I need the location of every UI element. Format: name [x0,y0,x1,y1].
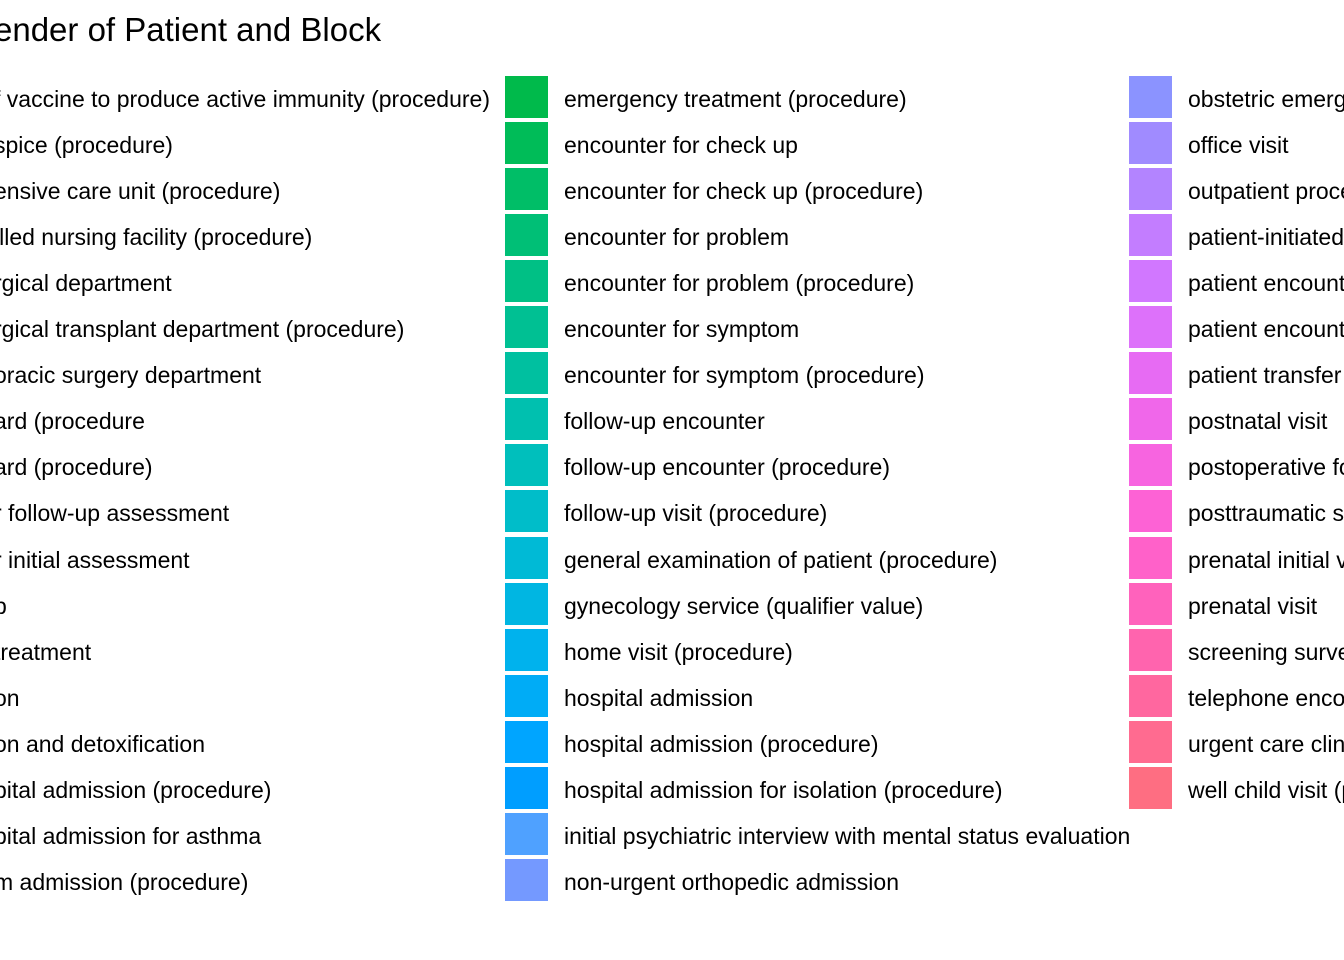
legend-swatch [1129,76,1172,118]
legend-label: outpatient proce [1188,178,1344,205]
legend-label: spice (procedure) [0,132,173,159]
legend-label: ard (procedure [0,408,145,435]
legend-label: encounter for problem [564,224,790,251]
legend-swatch [1129,628,1172,671]
legend-label: encounter for symptom (procedure) [564,362,925,389]
legend-label: hospital admission for isolation (proced… [564,776,1003,803]
legend-label: follow-up visit (procedure) [564,500,828,527]
legend-label: m admission (procedure) [0,868,249,895]
legend-label: oracic surgery department [0,362,262,389]
legend-label: initial psychiatric interview with menta… [564,822,1131,849]
legend-swatch [505,858,548,901]
legend-label: p [0,592,7,619]
legend-swatch [505,720,548,763]
chart-title: ender of Patient and Block [0,11,382,48]
legend-swatch [505,122,548,165]
legend-label: well child visit (p [1188,776,1344,803]
legend-swatch [505,536,548,579]
legend-swatch [1129,674,1172,717]
legend-label: prenatal visit [1188,592,1318,619]
legend-label: prenatal initial vi [1188,546,1344,573]
legend-swatch [1129,444,1172,487]
legend-swatch [1129,398,1172,441]
legend-label: telephone enco [1188,684,1344,711]
legend-label: patient transfer [1188,362,1342,389]
legend-label: on [0,684,20,711]
legend-swatch [1129,214,1172,257]
legend-label: home visit (procedure) [564,638,793,665]
legend-swatch [1129,122,1172,165]
legend-swatch [505,582,548,625]
legend-swatch [505,812,548,855]
legend-swatch [505,490,548,533]
legend-label: ard (procedure) [0,454,153,481]
legend-label: encounter for symptom [564,316,800,343]
legend-swatch [1129,582,1172,625]
legend-label: postoperative fo [1188,454,1344,481]
legend-swatch [1129,490,1172,533]
legend-label: emergency treatment (procedure) [564,86,907,112]
legend-label: r initial assessment [0,546,190,573]
legend-swatch [505,76,548,118]
legend-label: f vaccine to produce active immunity (pr… [0,86,490,112]
legend-label: illed nursing facility (procedure) [0,224,313,251]
legend-label: hospital admission [564,684,754,711]
legend-swatch [505,214,548,257]
legend-label: on and detoxification [0,730,205,757]
legend-label: posttraumatic st [1188,500,1344,527]
legend-label: r follow-up assessment [0,500,230,527]
legend-swatch [1129,306,1172,349]
legend-label: non-urgent orthopedic admission [564,868,899,895]
legend-label: rgical department [0,270,172,297]
legend-label: pital admission (procedure) [0,776,272,803]
legend-swatch [1129,352,1172,395]
legend-swatch [505,168,548,211]
legend-label: encounter for check up (procedure) [564,178,924,205]
legend-label: encounter for check up [564,132,798,159]
legend-label: general examination of patient (procedur… [564,546,998,573]
legend-label: treatment [0,638,92,665]
legend-swatch [505,674,548,717]
legend-swatch [505,306,548,349]
legend-label: office visit [1188,132,1289,159]
legend-label: postnatal visit [1188,408,1328,435]
legend-swatch [1129,720,1172,763]
legend-swatch [1129,536,1172,579]
legend-label: screening surve [1188,638,1344,665]
legend-label: patient encounte [1188,270,1344,297]
legend-label: urgent care clini [1188,730,1344,757]
legend-label: follow-up encounter (procedure) [564,454,891,481]
legend-swatch [505,628,548,671]
legend-swatch [505,260,548,303]
legend-swatch [1129,766,1172,809]
legend-label: rgical transplant department (procedure) [0,316,405,343]
legend-swatch [505,398,548,441]
legend-swatch [505,766,548,809]
legend-label: patient-initiated [1188,224,1344,251]
legend-label: hospital admission (procedure) [564,730,879,757]
legend-label: patient encounte [1188,316,1344,343]
legend-label: ensive care unit (procedure) [0,178,281,205]
legend-label: obstetric emerg [1188,86,1344,112]
legend-swatch [505,444,548,487]
legend-label: encounter for problem (procedure) [564,270,915,297]
legend-swatch [1129,260,1172,303]
legend-label: follow-up encounter [564,408,765,435]
legend-swatch [505,352,548,395]
legend-swatch [1129,168,1172,211]
legend-label: pital admission for asthma [0,822,262,849]
legend-label: gynecology service (qualifier value) [564,592,924,619]
